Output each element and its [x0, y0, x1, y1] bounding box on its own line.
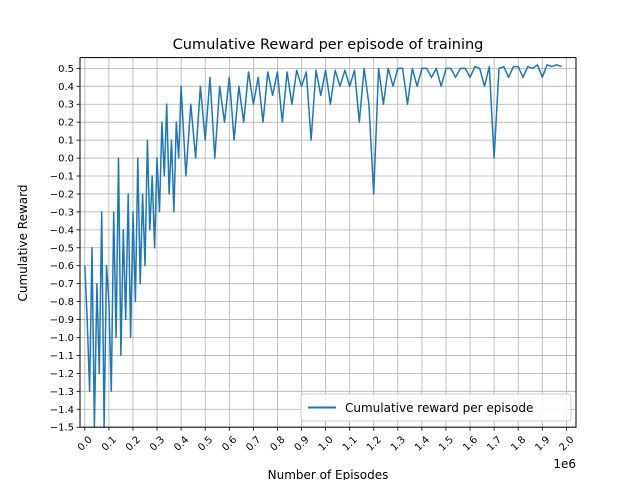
y-tick-label: −0.1: [50, 172, 74, 183]
y-tick-label: −0.4: [50, 225, 74, 236]
y-tick-label: −1.3: [50, 387, 74, 398]
y-tick-label: 0.1: [58, 136, 74, 147]
x-tick-label: 0.1: [100, 434, 119, 453]
x-tick-label: 1.4: [413, 434, 432, 453]
y-tick-label: −1.1: [50, 351, 74, 362]
x-tick-label: 1.8: [509, 434, 528, 453]
x-axis-label: Number of Episodes: [268, 468, 389, 480]
y-tick-label: −0.5: [50, 243, 74, 254]
x-tick-label: 0.6: [220, 434, 239, 453]
x-tick-label: 1.7: [485, 434, 504, 453]
y-tick-label: −0.9: [50, 315, 74, 326]
data-layer: [84, 64, 562, 428]
y-tick-label: −0.7: [50, 279, 74, 290]
x-tick-label: 1.1: [341, 434, 360, 453]
x-tick-label: 0.0: [76, 434, 95, 453]
y-tick-label: 0.5: [58, 64, 74, 75]
y-tick-label: −0.6: [50, 261, 74, 272]
x-tick-label: 0.9: [293, 434, 312, 453]
y-tick-label: −1.5: [50, 423, 74, 434]
x-tick-label: 0.8: [268, 434, 287, 453]
y-axis-label: Cumulative Reward: [16, 185, 30, 302]
y-tick-label: −0.3: [50, 207, 74, 218]
chart-title: Cumulative Reward per episode of trainin…: [173, 37, 484, 53]
x-tick-label: 1.5: [437, 434, 456, 453]
y-tick-label: −0.2: [50, 189, 74, 200]
x-tick-label: 0.7: [244, 434, 263, 453]
series-line: [84, 64, 562, 428]
y-tick-label: −0.8: [50, 297, 74, 308]
y-tick-label: 0.4: [58, 82, 74, 93]
y-tick-label: −1.2: [50, 369, 74, 380]
x-tick-label: 1.6: [461, 434, 480, 453]
x-tick-label: 1.9: [533, 434, 552, 453]
y-tick-label: 0.0: [58, 154, 74, 165]
x-tick-label: 1.2: [365, 434, 384, 453]
legend: Cumulative reward per episode: [300, 393, 572, 422]
y-tick-label: −1.4: [50, 405, 74, 416]
legend-series-label: Cumulative reward per episode: [345, 401, 533, 415]
y-tick-label: −1.0: [50, 333, 74, 344]
y-tick-label: 0.2: [58, 118, 74, 129]
x-tick-label: 0.5: [196, 434, 215, 453]
x-axis-offset-label: 1e6: [553, 457, 576, 471]
grid-layer: [80, 57, 576, 428]
x-tick-label: 0.2: [124, 434, 143, 453]
x-tick-label: 1.0: [317, 434, 336, 453]
x-tick-label: 1.3: [389, 434, 408, 453]
y-tick-label: 0.3: [58, 100, 74, 111]
x-tick-label: 0.4: [172, 434, 191, 453]
x-tick-label: 2.0: [557, 434, 576, 453]
legend-box: [300, 393, 572, 422]
x-tick-label: 0.3: [148, 434, 167, 453]
plot-frame: [79, 57, 577, 428]
